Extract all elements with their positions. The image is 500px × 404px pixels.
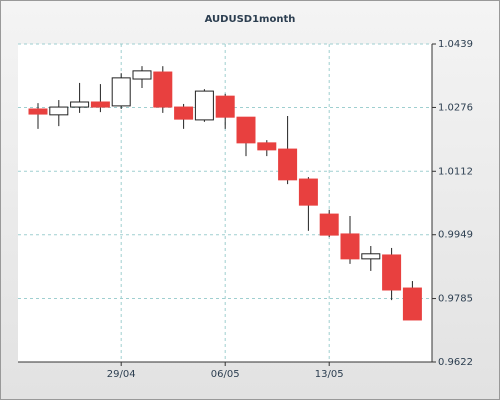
candle-body <box>215 95 235 118</box>
candle-body <box>111 77 131 107</box>
candle-body <box>194 90 214 121</box>
candle-body <box>361 253 381 260</box>
candle-body <box>49 106 69 116</box>
y-tick-label: 1.0276 <box>438 102 473 113</box>
candle-body <box>236 116 256 144</box>
y-tick-label: 0.9949 <box>438 230 473 241</box>
candle-body <box>153 71 173 108</box>
candle-body <box>70 101 90 108</box>
y-tick-label: 1.0112 <box>438 166 473 177</box>
candle-body <box>319 213 339 236</box>
chart-title: AUDUSD1month <box>205 14 296 25</box>
candles <box>28 66 422 321</box>
candle-body <box>278 148 298 181</box>
x-tick-label: 29/04 <box>107 369 136 380</box>
candle-body <box>90 101 110 108</box>
candle-body <box>298 178 318 206</box>
candle-body <box>257 142 277 151</box>
candle-body <box>402 287 422 321</box>
x-tick-label: 06/05 <box>211 369 240 380</box>
candle-body <box>174 106 194 120</box>
candle-body <box>340 233 360 260</box>
y-tick-label: 0.9622 <box>438 357 473 368</box>
y-tick-label: 1.0439 <box>438 39 473 50</box>
x-tick-label: 13/05 <box>315 369 344 380</box>
candle-body <box>382 254 402 291</box>
candle-body <box>28 108 48 115</box>
y-tick-label: 0.9785 <box>438 294 473 305</box>
grid <box>18 43 432 363</box>
candle-body <box>132 70 152 80</box>
